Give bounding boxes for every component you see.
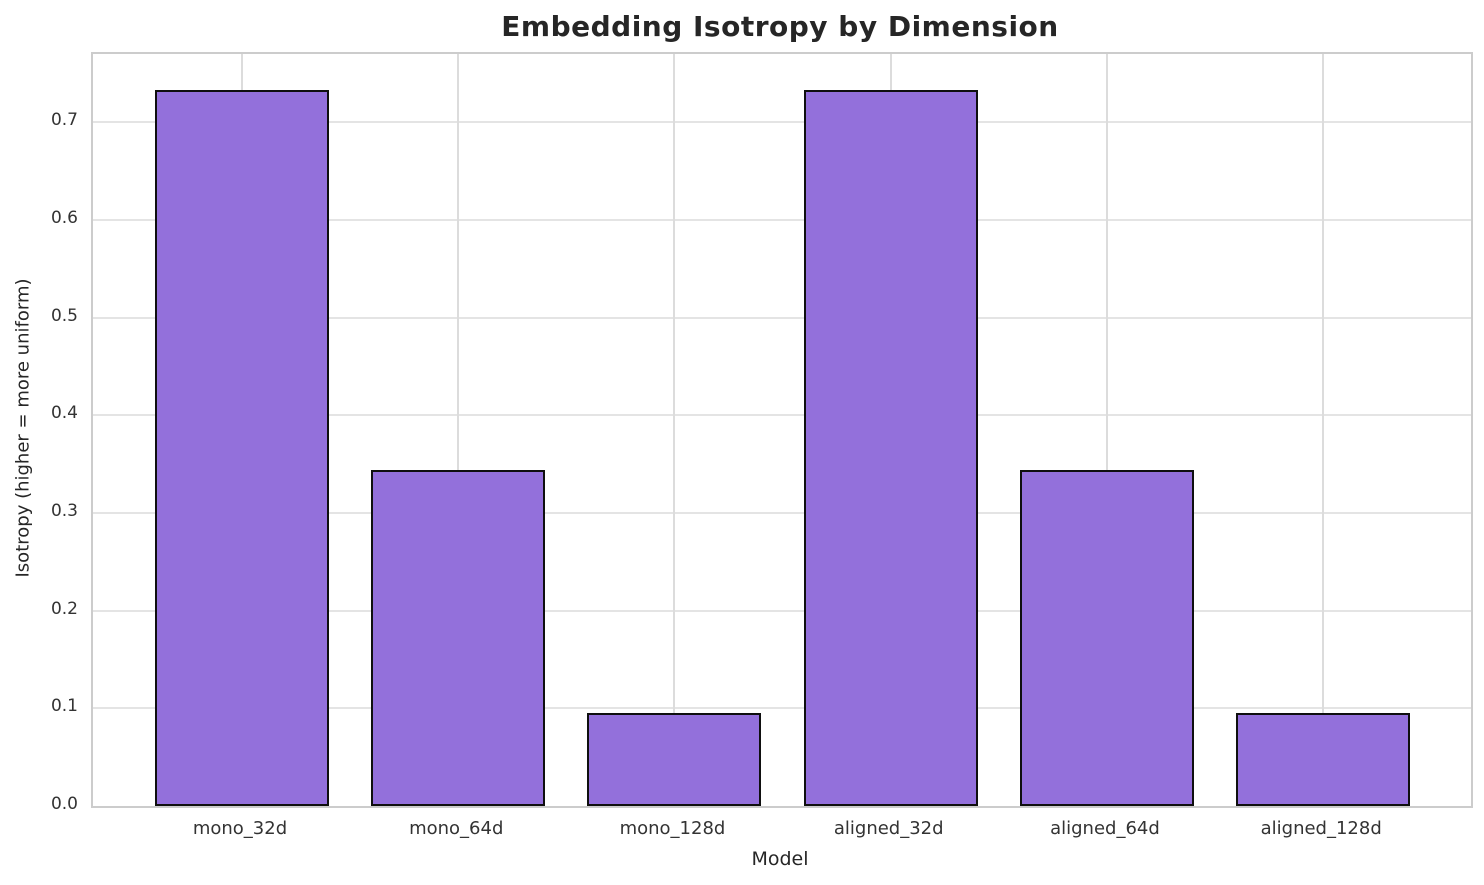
- plot-area: [91, 52, 1473, 808]
- y-tick-label: 0.0: [50, 794, 78, 814]
- gridline-vertical: [1322, 54, 1325, 806]
- y-axis-label: Isotropy (higher = more uniform): [12, 278, 34, 578]
- bar-aligned_128d: [1236, 713, 1411, 806]
- x-axis-label: Model: [751, 848, 809, 870]
- bar-mono_32d: [155, 90, 329, 806]
- x-tick-label: mono_128d: [619, 818, 726, 839]
- chart-title: Embedding Isotropy by Dimension: [501, 10, 1059, 43]
- bar-aligned_64d: [1019, 470, 1194, 806]
- gridline-horizontal: [93, 316, 1471, 319]
- gridline-vertical: [457, 54, 460, 806]
- gridline-vertical: [1105, 54, 1108, 806]
- gridline-horizontal: [93, 219, 1471, 222]
- y-tick-label: 0.7: [50, 110, 78, 131]
- gridline-vertical: [673, 54, 676, 806]
- y-tick-label: 0.6: [50, 208, 78, 229]
- gridline-horizontal: [93, 609, 1471, 612]
- x-tick-label: mono_32d: [192, 818, 288, 839]
- x-tick-label: aligned_32d: [833, 818, 944, 839]
- gridline-horizontal: [93, 707, 1471, 710]
- bar-aligned_32d: [803, 90, 978, 806]
- x-tick-label: mono_64d: [409, 818, 504, 839]
- gridline-horizontal: [93, 414, 1471, 417]
- y-tick-label: 0.1: [50, 696, 78, 717]
- y-tick-label: 0.3: [50, 501, 78, 521]
- gridline-horizontal: [93, 121, 1471, 124]
- bar-mono_128d: [587, 713, 762, 806]
- x-tick-label: aligned_128d: [1260, 818, 1382, 839]
- y-tick-label: 0.5: [50, 305, 78, 326]
- y-tick-label: 0.4: [50, 403, 78, 424]
- gridline-horizontal: [93, 512, 1471, 514]
- bar-mono_64d: [371, 470, 546, 806]
- x-tick-label: aligned_64d: [1050, 818, 1160, 839]
- y-tick-label: 0.2: [50, 598, 78, 619]
